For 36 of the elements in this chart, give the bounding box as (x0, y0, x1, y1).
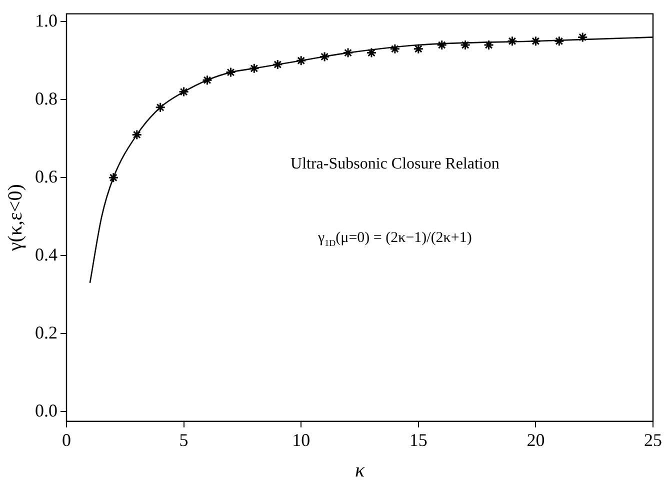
point (296, 55, 306, 66)
x-tick-label: 20 (526, 430, 545, 450)
x-axis-title: κ (354, 459, 365, 482)
point (554, 36, 564, 46)
y-tick-label: 0.2 (35, 322, 58, 342)
point (108, 172, 119, 183)
point (225, 67, 236, 78)
y-tick-label: 0.0 (35, 400, 58, 420)
point (202, 74, 213, 86)
point (272, 59, 283, 70)
point (132, 129, 142, 140)
point (530, 36, 541, 46)
y-axis-title: γ(κ,ε<0) (4, 184, 26, 252)
point (178, 86, 190, 98)
x-tick-label: 5 (179, 430, 188, 450)
y-tick-label: 0.8 (35, 88, 58, 108)
x-tick-label: 25 (644, 430, 662, 450)
y-tick-label: 1.0 (35, 10, 58, 30)
point (342, 48, 354, 58)
point (413, 44, 424, 54)
point (436, 40, 448, 50)
x-tick-label: 15 (409, 430, 428, 450)
x-tick-label: 10 (292, 430, 310, 450)
point (248, 63, 260, 74)
point (506, 36, 518, 46)
point (577, 32, 588, 42)
y-tick-label: 0.6 (35, 166, 58, 186)
y-tick-label: 0.4 (35, 244, 58, 264)
point (460, 40, 471, 50)
x-tick-label: 0 (62, 430, 71, 450)
point (484, 40, 494, 50)
point (390, 44, 400, 54)
point (366, 48, 377, 58)
point (155, 102, 166, 113)
annotation: Ultra-Subsonic Closure Relation (290, 156, 500, 173)
point (319, 51, 330, 62)
